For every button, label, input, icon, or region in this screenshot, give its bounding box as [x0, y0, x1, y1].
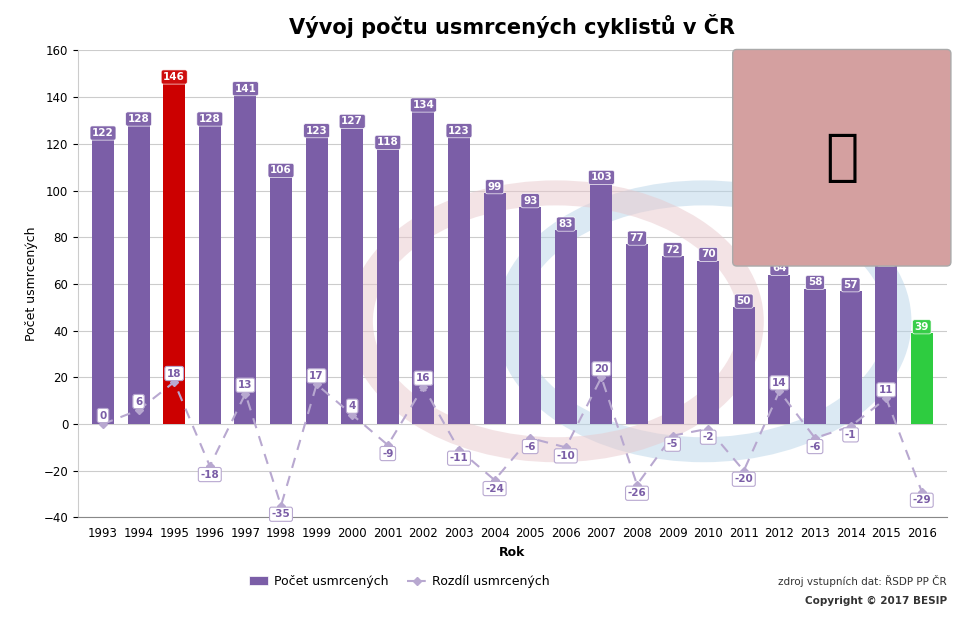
Bar: [342, 127, 363, 424]
Bar: [590, 184, 612, 424]
Text: -6: -6: [524, 442, 536, 452]
Text: -5: -5: [667, 439, 678, 449]
Text: 118: 118: [377, 138, 398, 148]
Text: -20: -20: [734, 475, 753, 484]
Bar: [413, 111, 434, 424]
Bar: [92, 139, 114, 424]
Text: 128: 128: [128, 114, 149, 124]
Text: -9: -9: [383, 449, 393, 459]
Bar: [697, 261, 719, 424]
Text: 58: 58: [808, 278, 822, 288]
Text: 64: 64: [772, 264, 787, 273]
Text: 106: 106: [270, 165, 292, 175]
Text: 141: 141: [234, 84, 257, 93]
Bar: [733, 307, 754, 424]
Text: Copyright © 2017 BESIP: Copyright © 2017 BESIP: [804, 596, 947, 606]
Legend: Počet usmrcených, Rozdíl usmrcených: Počet usmrcených, Rozdíl usmrcených: [244, 570, 555, 593]
Text: 17: 17: [309, 371, 324, 381]
Text: -29: -29: [913, 495, 931, 505]
Text: 20: 20: [594, 364, 609, 374]
Text: 39: 39: [915, 322, 929, 332]
Text: 70: 70: [701, 249, 715, 259]
Bar: [554, 230, 577, 424]
Bar: [377, 148, 399, 424]
Text: 93: 93: [523, 196, 538, 206]
Text: -26: -26: [628, 488, 646, 498]
Bar: [163, 83, 185, 424]
Text: 18: 18: [167, 369, 182, 379]
Bar: [875, 265, 897, 424]
Bar: [448, 137, 470, 424]
Text: -6: -6: [809, 442, 821, 452]
Text: 134: 134: [413, 100, 434, 110]
Text: 99: 99: [487, 182, 502, 192]
Bar: [305, 137, 328, 424]
Text: 146: 146: [163, 72, 185, 82]
Text: 122: 122: [92, 128, 114, 138]
Bar: [519, 207, 542, 424]
Text: 4: 4: [348, 401, 356, 411]
Text: -35: -35: [271, 509, 291, 519]
Text: 14: 14: [772, 378, 787, 388]
Text: 128: 128: [199, 114, 221, 124]
Text: -11: -11: [450, 453, 468, 463]
Text: -2: -2: [703, 432, 714, 442]
Text: zdroj vstupních dat: ŘSDP PP ČR: zdroj vstupních dat: ŘSDP PP ČR: [778, 575, 947, 587]
Text: 16: 16: [416, 373, 430, 383]
X-axis label: Rok: Rok: [499, 546, 526, 558]
Text: 6: 6: [135, 396, 142, 406]
Y-axis label: Počet usmrcených: Počet usmrcených: [25, 227, 38, 341]
Text: 13: 13: [238, 380, 253, 390]
Text: 72: 72: [666, 245, 680, 255]
FancyBboxPatch shape: [733, 49, 951, 266]
Bar: [483, 193, 506, 424]
Bar: [128, 125, 149, 424]
Text: 👶: 👶: [825, 131, 859, 185]
Bar: [234, 95, 257, 424]
Text: 83: 83: [558, 219, 573, 229]
Text: 57: 57: [843, 280, 858, 290]
Text: 0: 0: [100, 411, 106, 420]
Text: -10: -10: [556, 451, 575, 461]
Bar: [270, 177, 292, 424]
Text: 123: 123: [305, 126, 328, 136]
Text: -24: -24: [485, 483, 504, 493]
Title: Vývoj počtu usmrcených cyklistů v ČR: Vývoj počtu usmrcených cyklistů v ČR: [290, 14, 735, 38]
Text: 77: 77: [630, 233, 644, 243]
Bar: [662, 256, 683, 424]
Bar: [768, 274, 791, 424]
Text: -1: -1: [845, 430, 856, 440]
Text: 50: 50: [737, 296, 752, 306]
Text: 123: 123: [448, 126, 469, 136]
Bar: [199, 125, 221, 424]
Bar: [626, 244, 648, 424]
Bar: [804, 288, 826, 424]
Bar: [839, 291, 862, 424]
Bar: [911, 333, 933, 424]
Text: -18: -18: [200, 469, 220, 480]
Text: 68: 68: [879, 254, 893, 264]
Text: 103: 103: [590, 172, 612, 182]
Text: 11: 11: [879, 385, 893, 395]
Text: 127: 127: [342, 116, 363, 126]
